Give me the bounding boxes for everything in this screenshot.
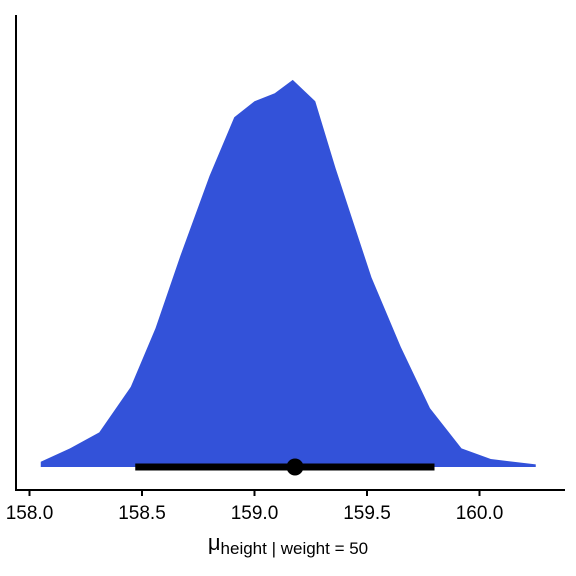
point-estimate bbox=[286, 458, 304, 476]
x-axis-label: μheight | weight = 50 bbox=[208, 530, 368, 558]
density-area bbox=[40, 79, 536, 468]
x-tick-label: 159.0 bbox=[231, 503, 279, 524]
x-tick-label: 158.5 bbox=[118, 503, 166, 524]
x-label-symbol: μ bbox=[208, 530, 221, 555]
x-tick-label: 158.0 bbox=[6, 503, 54, 524]
x-tick-label: 159.5 bbox=[343, 503, 391, 524]
x-label-subscript: height | weight = 50 bbox=[221, 539, 369, 558]
x-tick-label: 160.0 bbox=[456, 503, 504, 524]
